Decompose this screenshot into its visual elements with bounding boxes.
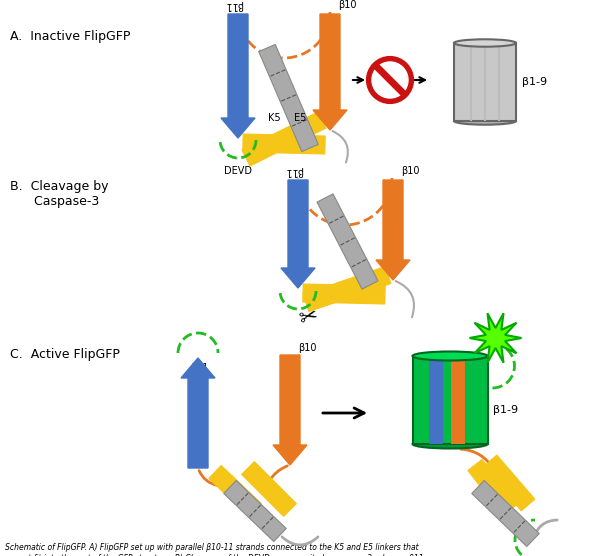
Circle shape (368, 58, 412, 102)
Polygon shape (243, 134, 325, 154)
Text: β10: β10 (298, 343, 317, 353)
Polygon shape (470, 313, 521, 363)
Polygon shape (472, 480, 539, 547)
Text: C.  Active FlipGFP: C. Active FlipGFP (10, 348, 120, 361)
Polygon shape (483, 455, 535, 511)
Text: A.  Inactive FlipGFP: A. Inactive FlipGFP (10, 30, 130, 43)
Circle shape (372, 62, 408, 98)
Polygon shape (259, 44, 318, 152)
Text: B.  Cleavage by
      Caspase-3: B. Cleavage by Caspase-3 (10, 180, 109, 208)
Text: DEVD: DEVD (224, 166, 252, 176)
Text: K5: K5 (268, 113, 280, 123)
Polygon shape (468, 459, 517, 515)
Polygon shape (303, 284, 385, 304)
Polygon shape (281, 180, 315, 288)
Polygon shape (181, 358, 215, 468)
Polygon shape (221, 14, 255, 138)
Text: β11: β11 (225, 0, 243, 10)
Polygon shape (224, 480, 286, 542)
Ellipse shape (413, 351, 487, 360)
Ellipse shape (413, 439, 487, 449)
Polygon shape (376, 180, 410, 280)
Ellipse shape (454, 39, 516, 47)
Text: β11: β11 (190, 363, 209, 373)
Text: β1-9: β1-9 (522, 77, 547, 87)
Polygon shape (242, 461, 296, 517)
Text: β10: β10 (401, 166, 419, 176)
Text: Schematic of FlipGFP. A) FlipGFP set up with parallel β10-11 strands connected t: Schematic of FlipGFP. A) FlipGFP set up … (5, 543, 435, 556)
Polygon shape (242, 112, 326, 166)
Bar (413, 356, 487, 444)
Ellipse shape (454, 117, 516, 125)
Bar (454, 43, 516, 121)
Text: β11: β11 (285, 166, 303, 176)
Polygon shape (209, 465, 261, 517)
Polygon shape (273, 355, 307, 465)
Text: E5: E5 (294, 113, 306, 123)
Polygon shape (303, 266, 391, 311)
Text: β1-9: β1-9 (493, 405, 518, 415)
Polygon shape (313, 14, 347, 130)
Text: ✂: ✂ (296, 306, 320, 330)
Text: β10: β10 (338, 0, 356, 10)
Polygon shape (317, 194, 378, 289)
